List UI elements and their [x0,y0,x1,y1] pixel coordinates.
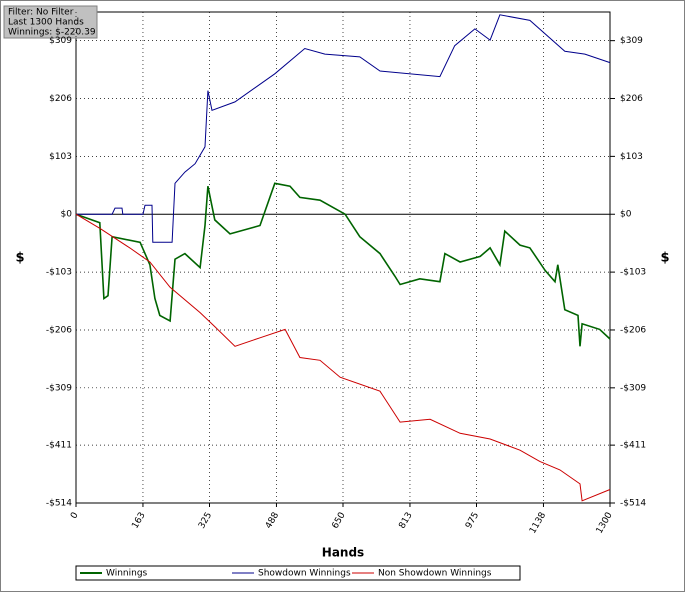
y-axis-label: $ [15,251,24,266]
y-tick-label: $103 [49,152,72,162]
y2-tick-label: $309 [620,36,643,46]
winnings-text: Winnings: $-220.39 [8,28,96,38]
y2-tick-label: $103 [620,152,643,162]
y-tick-label: -$103 [46,268,72,278]
y2-tick-label: -$309 [620,383,646,393]
y2-axis-label: $ [660,251,669,266]
series-line [75,182,611,347]
y-tick-label: -$411 [46,441,72,451]
series-line [75,213,611,502]
y-tick-label: $309 [49,36,72,46]
y2-tick-label: -$514 [620,499,646,509]
y-tick-label: $0 [61,210,73,220]
legend-label: Winnings [106,569,148,579]
legend-label: Non Showdown Winnings [378,569,492,579]
y-tick-label: -$206 [46,325,72,335]
series-line [76,14,611,243]
y2-tick-label: -$206 [620,325,646,335]
legend [75,565,521,581]
x-tick-label: 0 [69,511,81,521]
y-tick-label: -$514 [46,499,72,509]
filter-text: Filter: No Filter [8,8,74,18]
y2-tick-label: -$103 [620,268,646,278]
legend-label: Showdown Winnings [258,569,351,579]
y-tick-label: $206 [49,94,72,104]
hands-text: Last 1300 Hands [8,18,84,28]
x-axis-label: Hands [322,546,364,560]
y-tick-label: -$309 [46,383,72,393]
plot-area [75,11,611,504]
info-box [3,5,98,39]
y2-tick-label: -$411 [620,441,646,451]
y2-tick-label: $206 [620,94,643,104]
y2-tick-label: $0 [620,210,632,220]
